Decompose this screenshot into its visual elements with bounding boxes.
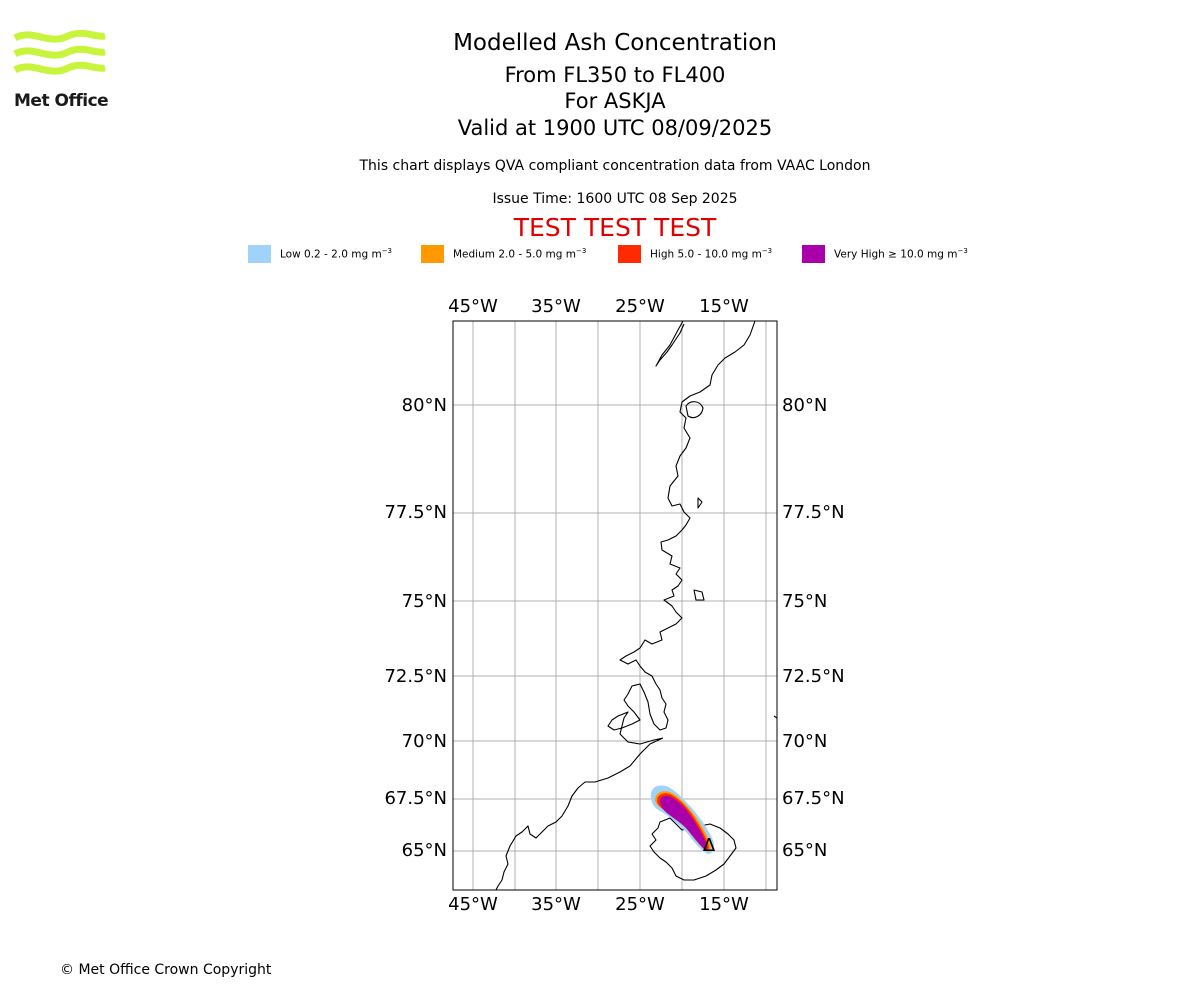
lon-label-bottom: 35°W — [531, 894, 581, 915]
legend-label-very-high: Very High ≥ 10.0 mg m−3 — [834, 247, 968, 261]
test-banner: TEST TEST TEST — [513, 213, 717, 242]
greenland-island — [685, 401, 704, 419]
greenland-island — [693, 589, 705, 601]
lat-label-left: 72.5°N — [384, 666, 447, 687]
lat-label-left: 70°N — [402, 731, 447, 752]
legend-label-high: High 5.0 - 10.0 mg m−3 — [650, 247, 773, 261]
legend-item-high: High 5.0 - 10.0 mg m−3 — [618, 244, 772, 264]
lat-label-right: 75°N — [782, 591, 827, 612]
logo-waves — [13, 29, 106, 75]
lon-label-bottom: 45°W — [448, 894, 498, 915]
lon-label-top: 25°W — [615, 296, 665, 317]
greenland-island — [697, 497, 703, 509]
copyright-notice: © Met Office Crown Copyright — [60, 962, 272, 978]
map-frame — [452, 320, 778, 891]
lat-label-left: 80°N — [402, 395, 447, 416]
lat-label-left: 67.5°N — [384, 788, 447, 809]
legend-item-medium: Medium 2.0 - 5.0 mg m−3 — [421, 244, 586, 264]
legend-label-medium: Medium 2.0 - 5.0 mg m−3 — [453, 247, 587, 261]
legend-swatch-medium — [421, 245, 444, 263]
lon-label-top: 45°W — [448, 296, 498, 317]
lat-label-right: 67.5°N — [782, 788, 845, 809]
legend-swatch-high — [618, 245, 641, 263]
volcano-marker-icon: Δ — [703, 835, 716, 856]
logo-text: Met Office — [14, 91, 109, 111]
lat-label-left: 77.5°N — [384, 502, 447, 523]
lon-label-top: 35°W — [531, 296, 581, 317]
lon-label-bottom: 25°W — [615, 894, 665, 915]
lat-label-left: 65°N — [402, 840, 447, 861]
legend-swatch-low — [248, 245, 271, 263]
lon-label-bottom: 15°W — [699, 894, 749, 915]
lat-label-right: 80°N — [782, 395, 827, 416]
ash-region-very-high — [660, 796, 708, 850]
lat-label-right: 70°N — [782, 731, 827, 752]
lon-label-top: 15°W — [699, 296, 749, 317]
lat-label-left: 75°N — [402, 591, 447, 612]
volcano-name: For ASKJA — [564, 89, 666, 113]
map-gridlines — [453, 321, 777, 890]
lat-label-right: 72.5°N — [782, 666, 845, 687]
lat-label-right: 77.5°N — [782, 502, 845, 523]
chart-description: This chart displays QVA compliant concen… — [359, 158, 871, 174]
ash-plume — [650, 785, 715, 854]
legend-swatch-very-high — [802, 245, 825, 263]
valid-time: Valid at 1900 UTC 08/09/2025 — [457, 116, 773, 140]
greenland-coastline — [495, 321, 756, 890]
issue-time: Issue Time: 1600 UTC 08 Sep 2025 — [492, 191, 738, 207]
chart-title: Modelled Ash Concentration — [453, 30, 777, 56]
flight-levels: From FL350 to FL400 — [504, 63, 726, 87]
met-office-logo — [13, 29, 108, 94]
legend-item-low: Low 0.2 - 2.0 mg m−3 — [248, 244, 392, 264]
lat-label-right: 65°N — [782, 840, 827, 861]
legend-label-low: Low 0.2 - 2.0 mg m−3 — [280, 247, 393, 261]
legend-item-very-high: Very High ≥ 10.0 mg m−3 — [802, 244, 968, 264]
